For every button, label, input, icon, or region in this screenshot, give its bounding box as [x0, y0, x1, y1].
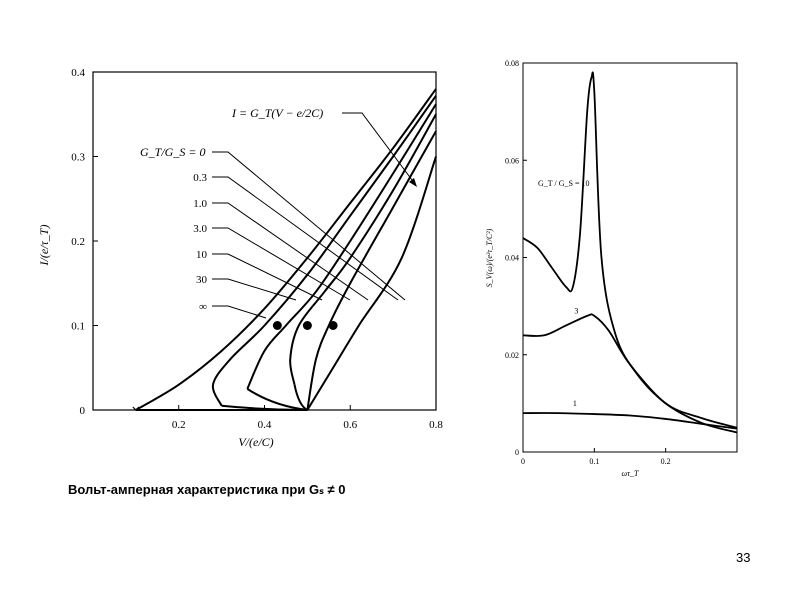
iv-curve-0 [135, 88, 437, 411]
left-ylabel: I/(e/τ_T) [37, 225, 51, 267]
legend-value-label: 10 [196, 249, 208, 261]
legend-title: G_T/G_S = 0 [140, 145, 205, 159]
legend-value-label: ∞ [199, 301, 207, 313]
left-x-tick-label: 0.2 [172, 419, 186, 431]
iv-curve-3 [289, 113, 437, 385]
iv-curve-5 [306, 156, 437, 411]
slide-caption: Вольт-амперная характеристика при Gₛ ≠ 0 [68, 482, 346, 497]
iv-branch-c [293, 384, 308, 411]
spectrum-series-label: 1 [573, 399, 577, 408]
iv-curve-4 [306, 130, 437, 411]
iv-marker-point [302, 321, 312, 330]
left-y-tick-label: 0 [80, 405, 86, 417]
legend-title-leader [212, 151, 406, 301]
left-x-tick-label: 0.4 [258, 419, 272, 431]
legend-leader-line [212, 278, 297, 301]
legend-value-label: 1.0 [193, 198, 207, 210]
left-y-tick-label: 0.3 [71, 152, 85, 164]
spectrum-series-label: 3 [574, 306, 578, 315]
legend-leader-line [212, 202, 369, 301]
right-ylabel: S_V(ω)/(e²τ_T/C²) [485, 228, 494, 287]
left-xlabel: V/(e/C) [238, 435, 273, 449]
spectrum-curve-1 [522, 412, 738, 430]
legend-leader-line [212, 176, 399, 301]
iv-marker-point [272, 321, 282, 330]
legend-leader-line [212, 305, 267, 319]
right-y-tick-label: 0.04 [505, 254, 519, 263]
left-y-tick-label: 0.2 [71, 236, 85, 248]
left-y-tick-label: 0.1 [71, 321, 85, 333]
legend-value-label: 30 [196, 274, 208, 286]
iv-branch-a [221, 404, 308, 411]
right-y-tick-label: 0.02 [505, 351, 519, 360]
iv-characteristic-chart: 0.2 0.4 0.6 0.8 0 0.1 0.2 0.3 0.4 V/(e/C) I/(e/τ… [37, 67, 443, 449]
legend-leader-line [212, 253, 323, 301]
right-xlabel: ωτ_T [622, 469, 640, 478]
page-number: 33 [736, 550, 751, 565]
left-x-tick-label: 0.6 [343, 419, 357, 431]
left-x-tick-label: 0.8 [429, 419, 443, 431]
legend-value-label: 3.0 [193, 223, 207, 235]
main-annotation-arrowhead [409, 178, 417, 187]
iv-curve-1 [211, 95, 437, 407]
spectrum-curve-3 [522, 313, 738, 429]
ratio-annotation: G_T / G_S = 10 [538, 179, 589, 188]
iv-start-mark [132, 406, 140, 411]
iv-marker-point [328, 321, 338, 330]
main-annotation-leader [342, 112, 416, 185]
ratio-annotation-text: G_T / G_S = 10 [538, 179, 589, 188]
right-x-tick-label: 0.1 [589, 457, 599, 466]
right-x-tick-label: 0.2 [661, 457, 671, 466]
right-y-tick-label: 0.08 [505, 59, 519, 68]
right-x-tick-label: 0 [521, 457, 525, 466]
right-plot-frame [522, 62, 738, 453]
noise-spectrum-chart: 0 0.1 0.2 0 0.02 0.04 0.06 0.08 ωτ_T S_V(ω)/(e²… [485, 59, 738, 478]
right-y-tick-label: 0.06 [505, 156, 519, 165]
iv-curve-2 [246, 103, 437, 390]
main-annotation: I = G_T(V − e/2C) [231, 106, 323, 120]
legend-value-label: 0.3 [193, 172, 207, 184]
left-plot-frame [92, 71, 437, 411]
left-y-tick-label: 0.4 [71, 67, 85, 79]
iv-branch-b [246, 388, 308, 411]
spectrum-curve-10 [522, 71, 738, 434]
right-y-tick-label: 0 [515, 448, 519, 457]
legend-leader-line [212, 227, 351, 301]
